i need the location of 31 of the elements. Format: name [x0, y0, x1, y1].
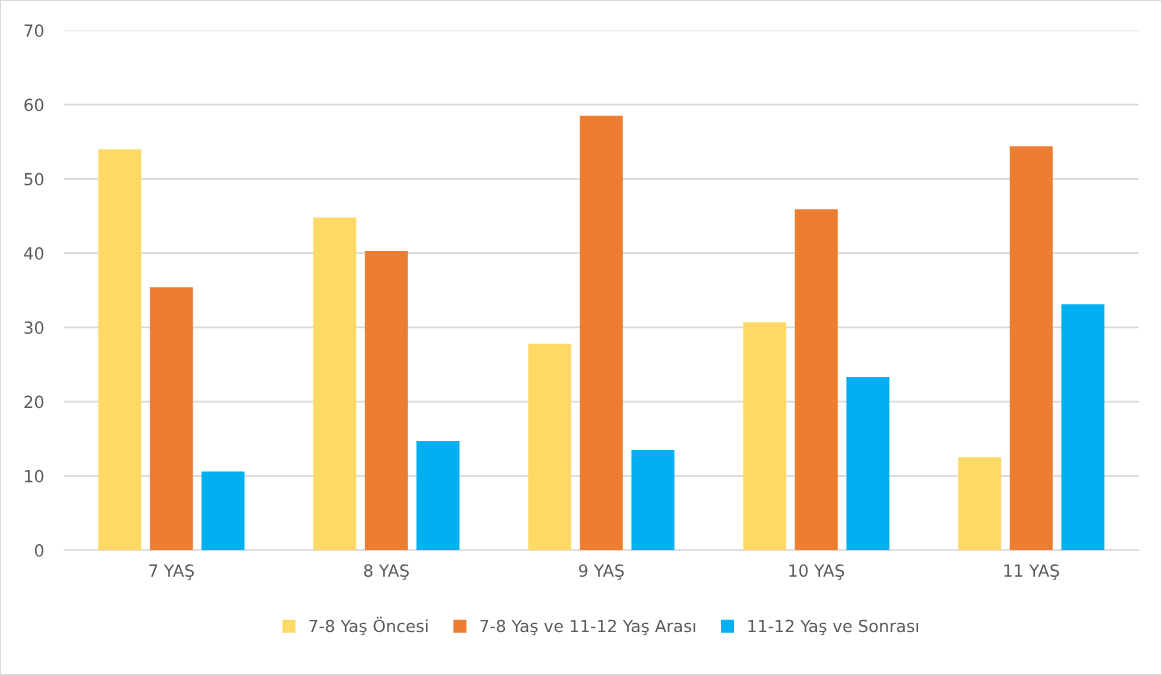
bar [846, 377, 890, 551]
y-tick-label: 20 [24, 395, 44, 409]
y-tick-label: 40 [24, 247, 44, 260]
bar [416, 440, 460, 551]
legend-label: 7-8 Yaş Öncesi [309, 616, 428, 636]
bar [528, 343, 572, 551]
x-tick-label: 9 YAŞ [579, 564, 624, 580]
bar [631, 449, 675, 551]
y-tick-label: 10 [25, 469, 44, 483]
legend-label: 11-12 Yaş ve Sonrası [748, 619, 919, 636]
bar [1009, 146, 1053, 551]
y-tick-label: 0 [34, 544, 44, 557]
x-tick-label: 7 YAŞ [149, 564, 194, 580]
bar [743, 322, 787, 551]
y-tick-label: 50 [24, 172, 44, 186]
bar [149, 287, 193, 551]
x-tick-label: 10 YAŞ [789, 564, 845, 580]
bar [313, 217, 357, 551]
bar [201, 471, 245, 551]
y-tick-label: 70 [24, 24, 44, 37]
bar [794, 209, 838, 551]
y-tick-label: 60 [24, 98, 44, 112]
bar [364, 250, 408, 551]
bar [579, 115, 623, 551]
y-tick-label: 30 [24, 321, 44, 334]
x-tick-label: 11 YAŞ [1004, 564, 1060, 580]
bar [1061, 304, 1105, 551]
bar [98, 149, 142, 551]
x-tick-label: 8 YAŞ [364, 564, 409, 580]
legend-label: 7-8 Yaş ve 11-12 Yaş Arası [480, 619, 696, 636]
bar [958, 457, 1002, 551]
